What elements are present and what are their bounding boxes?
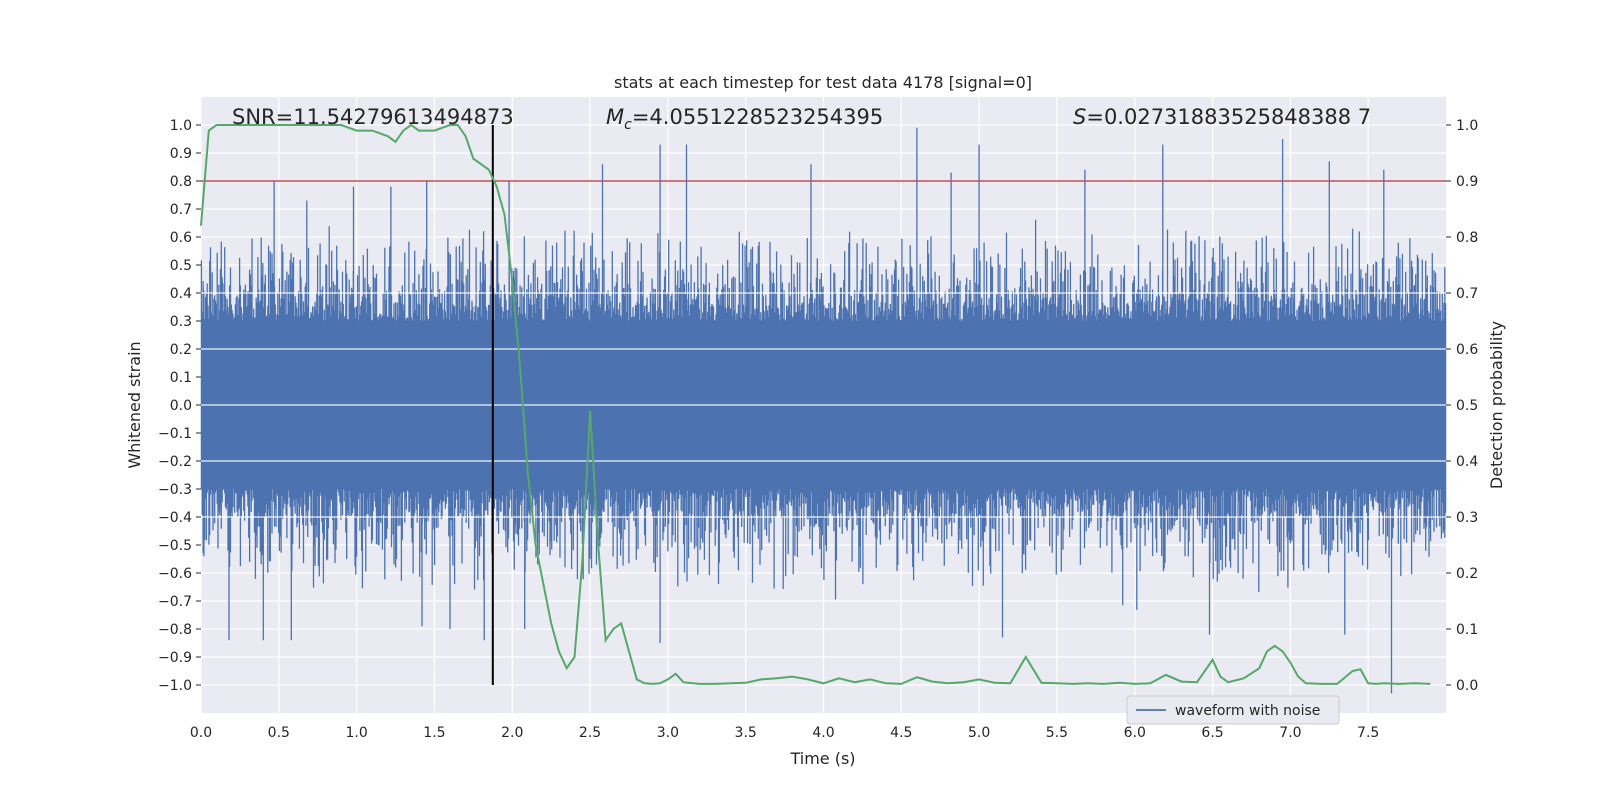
- x-tick-label-4: 2.0: [501, 725, 523, 741]
- y-right-tick-label-2: 0.8: [1456, 230, 1478, 246]
- y-right-tick-label-8: 0.2: [1456, 566, 1478, 582]
- y-left-tick-label-13: −0.3: [158, 482, 192, 498]
- y-right-tick-label-0: 1.0: [1456, 118, 1478, 134]
- y-right-tick-label-10: 0.0: [1456, 678, 1478, 694]
- y-left-tick-label-12: −0.2: [158, 454, 192, 470]
- x-tick-label-0: 0.0: [190, 725, 212, 741]
- x-tick-label-6: 3.0: [657, 725, 679, 741]
- y-left-tick-label-5: 0.5: [170, 258, 192, 274]
- y-axis-right-label: Detection probability: [1487, 321, 1506, 489]
- y-left-tick-label-17: −0.7: [158, 594, 192, 610]
- x-tick-label-1: 0.5: [268, 725, 290, 741]
- y-left-tick-label-16: −0.6: [158, 566, 192, 582]
- y-axis-left-label: Whitened strain: [125, 341, 144, 468]
- y-right-tick-label-4: 0.6: [1456, 342, 1478, 358]
- y-left-tick-label-0: 1.0: [170, 118, 192, 134]
- y-left-tick-label-4: 0.6: [170, 230, 192, 246]
- y-left-tick-label-8: 0.2: [170, 342, 192, 358]
- y-left-tick-label-7: 0.3: [170, 314, 192, 330]
- y-right-tick-label-7: 0.3: [1456, 510, 1478, 526]
- y-left-tick-label-3: 0.7: [170, 202, 192, 218]
- y-left-tick-label-19: −0.9: [158, 650, 192, 666]
- x-tick-label-2: 1.0: [345, 725, 367, 741]
- waveform-trace: [200, 127, 1447, 694]
- annotation-chirp-mass-value: =4.0551228523254395: [632, 105, 883, 129]
- y-left-tick-label-2: 0.8: [170, 174, 192, 190]
- probability-series: [200, 123, 1431, 685]
- x-tick-label-13: 6.5: [1201, 725, 1223, 741]
- y-right-tick-label-9: 0.1: [1456, 622, 1478, 638]
- legend: waveform with noise: [1126, 695, 1340, 725]
- y-left-tick-label-10: 0.0: [170, 398, 192, 414]
- x-tick-label-14: 7.0: [1279, 725, 1301, 741]
- x-axis-label: Time (s): [789, 749, 855, 768]
- chart-title: stats at each timestep for test data 417…: [614, 73, 1032, 92]
- y-left-tick-label-1: 0.9: [170, 146, 192, 162]
- annotation-snr: SNR=11.54279613494873: [232, 105, 514, 129]
- y-right-tick-label-3: 0.7: [1456, 286, 1478, 302]
- y-axis-left-ticks: 1.0 0.9 0.8 0.7 0.6 0.5 0.4 0.3 0.2 0.1 0.0 −0.1 −0.…: [158, 118, 201, 694]
- y-right-tick-label-1: 0.9: [1456, 174, 1478, 190]
- y-left-tick-label-18: −0.8: [158, 622, 192, 638]
- x-tick-label-8: 4.0: [812, 725, 834, 741]
- y-left-tick-label-11: −0.1: [158, 426, 192, 442]
- x-axis-ticks: 0.0 0.5 1.0 1.5 2.0 2.5 3.0 3.5 4.0 4.5 5.0 5.5 6.0 6…: [190, 725, 1379, 741]
- y-left-tick-label-20: −1.0: [158, 678, 192, 694]
- x-tick-label-3: 1.5: [423, 725, 445, 741]
- legend-entry-waveform: waveform with noise: [1175, 703, 1320, 719]
- y-right-tick-label-6: 0.4: [1456, 454, 1478, 470]
- x-tick-label-15: 7.5: [1357, 725, 1379, 741]
- annotation-s-value: =0.02731883525848388 7: [1086, 105, 1371, 129]
- y-left-tick-label-6: 0.4: [170, 286, 192, 302]
- x-tick-label-5: 2.5: [579, 725, 601, 741]
- annotation-s: S=0.02731883525848388 7: [1073, 105, 1371, 129]
- annotation-chirp-mass: Mc=4.0551228523254395: [606, 105, 883, 133]
- y-left-tick-label-14: −0.4: [158, 510, 192, 526]
- x-tick-label-12: 6.0: [1124, 725, 1146, 741]
- x-tick-label-10: 5.0: [968, 725, 990, 741]
- x-tick-label-11: 5.5: [1046, 725, 1068, 741]
- annotation-s-symbol: S: [1073, 105, 1086, 129]
- grid-overlay: [201, 292, 1446, 518]
- y-left-tick-label-15: −0.5: [158, 538, 192, 554]
- x-tick-label-7: 3.5: [735, 725, 757, 741]
- annotation-chirp-mass-symbol: M: [606, 105, 624, 129]
- y-left-tick-label-9: 0.1: [170, 370, 192, 386]
- annotation-chirp-mass-subscript: c: [624, 117, 632, 133]
- legend-box: [1126, 695, 1340, 725]
- y-axis-right-ticks: 1.0 0.9 0.8 0.7 0.6 0.5 0.4 0.3 0.2 0.1 0.0: [1446, 118, 1478, 694]
- y-right-tick-label-5: 0.5: [1456, 398, 1478, 414]
- x-tick-label-9: 4.5: [890, 725, 912, 741]
